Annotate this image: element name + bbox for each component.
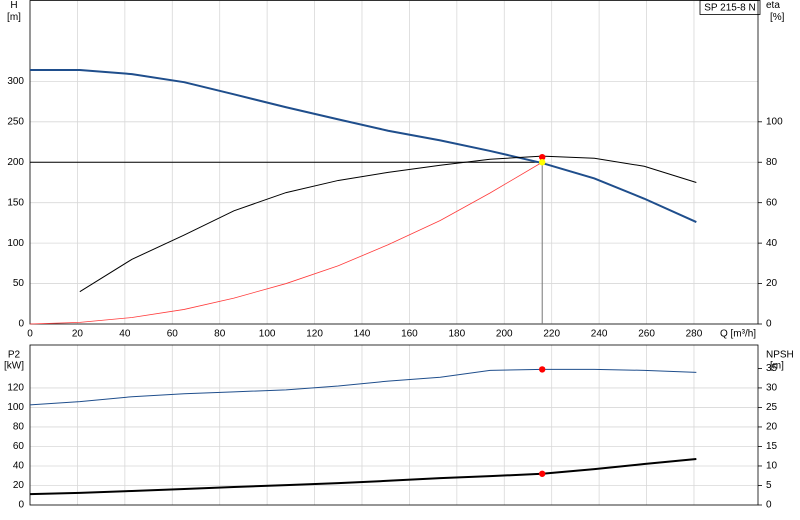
x-tick-label: 20 [72,329,84,340]
y2-tick-label: 0 [766,500,772,511]
y2-tick-label: 20 [766,278,778,289]
operating-point [539,159,546,166]
x-tick-label: 40 [119,329,131,340]
y-tick-label: 200 [7,157,24,168]
y2-tick-label: 100 [766,116,783,127]
operating-point [539,366,546,373]
axis-label: NPSH [766,350,794,361]
x-tick-label: 140 [354,329,371,340]
x-tick-label: 240 [591,329,608,340]
axis-label: [m] [770,361,784,372]
y-tick-label: 0 [18,500,24,511]
operating-point [539,470,546,477]
y-tick-label: 50 [13,278,25,289]
y-tick-label: 0 [18,319,24,330]
y2-tick-label: 40 [766,238,778,249]
plot-frame [29,344,759,506]
chart-title: SP 215-8 N [704,3,756,14]
axis-label: eta [766,0,780,11]
y2-tick-label: 60 [766,197,778,208]
y2-tick-label: 80 [766,157,778,168]
y-tick-label: 40 [13,461,25,472]
curve [79,155,697,293]
y-tick-label: 100 [7,402,24,413]
curve [30,69,697,224]
y2-tick-label: 25 [766,402,778,413]
x-tick-label: 60 [167,329,179,340]
x-tick-label: 100 [259,329,276,340]
x-tick-label: 160 [401,329,418,340]
y2-tick-label: 20 [766,422,778,433]
axis-label: [m] [7,12,21,23]
y-tick-label: 100 [7,238,24,249]
curve [29,161,543,325]
y2-tick-label: 0 [766,319,772,330]
x-tick-label: 80 [214,329,226,340]
x-tick-label: 0 [27,329,33,340]
x-tick-label: 120 [306,329,323,340]
axis-label: [kW] [4,361,24,372]
y-tick-label: 300 [7,76,24,87]
y-tick-label: 250 [7,116,24,127]
x-tick-label: 280 [686,329,703,340]
x-tick-label: 200 [496,329,513,340]
axis-label: H [10,0,17,11]
curve [29,457,697,496]
x-axis-label: Q [m³/h] [720,329,756,340]
y-tick-label: 80 [13,422,25,433]
x-tick-label: 180 [448,329,465,340]
y-tick-label: 60 [13,441,25,452]
curve [29,368,697,406]
y-tick-label: 20 [13,480,25,491]
axis-label: [%] [770,12,785,23]
x-tick-label: 220 [543,329,560,340]
x-tick-label: 260 [638,329,655,340]
y2-tick-label: 10 [766,461,778,472]
y2-tick-label: 5 [766,480,772,491]
axis-label: P2 [8,350,21,361]
y2-tick-label: 35 [766,363,778,374]
y-tick-label: 120 [7,383,24,394]
y2-tick-label: 30 [766,383,778,394]
y-tick-label: 150 [7,197,24,208]
y2-tick-label: 15 [766,441,778,452]
operating-point [539,153,546,161]
